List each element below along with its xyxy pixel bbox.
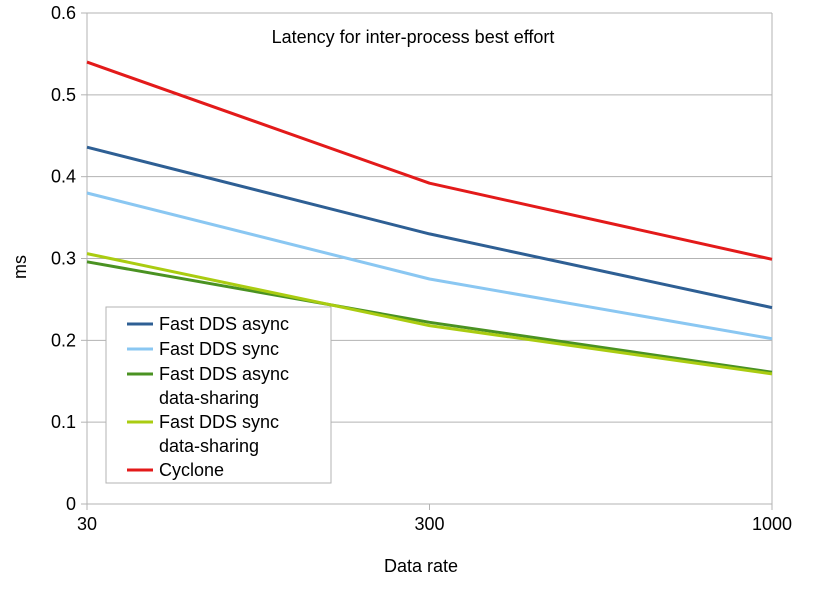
y-tick-label-4: 0.4 [51, 167, 76, 187]
axes: 0 0.1 0.2 0.3 0.4 0.5 0.6 30 300 1000 [51, 3, 792, 534]
y-axis-label: ms [10, 255, 30, 279]
series-line-0 [86, 145, 773, 310]
x-axis-label: Data rate [384, 556, 458, 576]
x-tick-label-2: 1000 [752, 514, 792, 534]
series-line-3 [86, 252, 773, 376]
series-line-4 [86, 60, 773, 261]
y-tick-label-0: 0 [66, 494, 76, 514]
legend-box [105, 306, 332, 484]
chart-title: Latency for inter-process best effort [272, 27, 555, 47]
series-line-1 [86, 191, 773, 341]
series-lines [86, 60, 773, 376]
y-tick-label-6: 0.6 [51, 3, 76, 23]
legend-label-1: Fast DDS sync [159, 339, 279, 359]
y-tick-label-1: 0.1 [51, 412, 76, 432]
legend-label-2: Fast DDS async data-sharing [159, 364, 289, 408]
legend: Fast DDS async Fast DDS sync Fast DDS asyn… [105, 306, 332, 484]
legend-label-3: Fast DDS sync data-sharing [159, 412, 279, 456]
legend-label-4: Cyclone [159, 460, 224, 480]
x-tick-label-0: 30 [77, 514, 97, 534]
y-tick-label-3: 0.3 [51, 249, 76, 269]
y-tick-label-2: 0.2 [51, 330, 76, 350]
y-tick-label-5: 0.5 [51, 85, 76, 105]
x-tick-label-1: 300 [414, 514, 444, 534]
legend-label-0: Fast DDS async [159, 314, 289, 334]
series-line-2 [86, 260, 773, 374]
